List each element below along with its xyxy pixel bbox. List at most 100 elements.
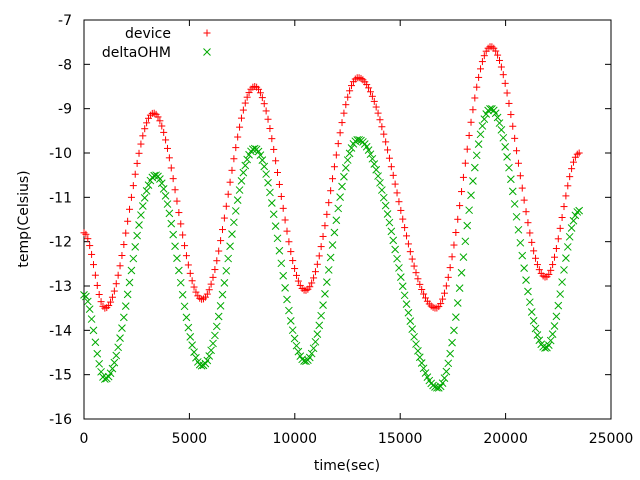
- point-deltaOHM: [290, 334, 299, 343]
- point-deltaOHM: [393, 254, 401, 263]
- point-deltaOHM: [355, 135, 363, 144]
- point-device: [366, 88, 374, 96]
- point-deltaOHM: [322, 278, 331, 286]
- point-device: [461, 159, 469, 167]
- point-device: [344, 93, 352, 101]
- point-deltaOHM: [493, 113, 502, 122]
- point-device: [556, 224, 564, 232]
- point-deltaOHM: [321, 290, 329, 298]
- legend-label: deltaOHM: [102, 45, 171, 61]
- point-deltaOHM: [465, 206, 473, 215]
- point-device: [127, 193, 135, 201]
- point-deltaOHM: [419, 364, 428, 373]
- point-deltaOHM: [396, 273, 405, 282]
- point-deltaOHM: [442, 367, 451, 376]
- point-device: [296, 281, 304, 289]
- point-device: [311, 268, 319, 276]
- point-device: [514, 159, 522, 167]
- point-deltaOHM: [404, 308, 413, 317]
- point-deltaOHM: [277, 259, 286, 268]
- point-deltaOHM: [525, 298, 534, 307]
- point-deltaOHM: [116, 334, 124, 342]
- point-device: [323, 210, 331, 218]
- point-device: [439, 295, 447, 303]
- point-deltaOHM: [450, 326, 458, 335]
- point-device: [182, 252, 190, 260]
- point-deltaOHM: [311, 337, 320, 346]
- point-deltaOHM: [273, 234, 282, 243]
- point-deltaOHM: [275, 246, 284, 255]
- point-deltaOHM: [315, 321, 324, 330]
- point-deltaOHM: [501, 142, 510, 151]
- point-deltaOHM: [366, 150, 375, 159]
- point-device: [376, 116, 384, 124]
- point-device: [327, 187, 335, 195]
- point-device: [118, 252, 126, 260]
- point-deltaOHM: [114, 343, 123, 352]
- point-deltaOHM: [478, 122, 487, 130]
- point-device: [545, 270, 553, 278]
- point-device: [403, 232, 411, 240]
- point-deltaOHM: [169, 230, 178, 239]
- point-device: [482, 47, 490, 55]
- point-device: [226, 178, 234, 186]
- point-deltaOHM: [474, 140, 483, 148]
- point-device: [80, 229, 88, 237]
- point-deltaOHM: [108, 364, 117, 373]
- point-deltaOHM: [121, 302, 130, 310]
- point-device: [97, 298, 105, 306]
- point-deltaOHM: [332, 216, 341, 225]
- point-deltaOHM: [220, 279, 229, 287]
- point-deltaOHM: [324, 266, 333, 274]
- point-deltaOHM: [87, 315, 96, 323]
- point-device: [365, 84, 373, 92]
- point-deltaOHM: [378, 186, 386, 194]
- point-deltaOHM: [518, 251, 527, 260]
- point-deltaOHM: [336, 193, 344, 201]
- point-device: [488, 43, 496, 51]
- point-device: [456, 202, 464, 210]
- point-deltaOHM: [281, 283, 289, 292]
- point-deltaOHM: [552, 312, 561, 321]
- point-device: [156, 117, 164, 125]
- point-device: [232, 144, 240, 152]
- point-deltaOHM: [165, 209, 174, 218]
- point-deltaOHM: [85, 305, 94, 313]
- point-device: [277, 192, 285, 200]
- point-deltaOHM: [319, 301, 327, 309]
- point-device: [93, 281, 101, 289]
- point-deltaOHM: [226, 242, 234, 251]
- point-device: [292, 271, 300, 279]
- point-device: [505, 99, 513, 107]
- point-device: [518, 184, 526, 192]
- point-device: [501, 79, 509, 87]
- point-deltaOHM: [129, 254, 138, 263]
- point-device: [145, 114, 153, 122]
- point-device: [516, 172, 524, 180]
- point-deltaOHM: [175, 266, 183, 275]
- point-deltaOHM: [305, 353, 314, 362]
- point-deltaOHM: [317, 311, 326, 320]
- point-deltaOHM: [461, 237, 470, 246]
- point-device: [213, 257, 221, 265]
- point-deltaOHM: [328, 241, 337, 249]
- point-deltaOHM: [408, 325, 417, 333]
- point-device: [568, 165, 576, 173]
- point-device: [239, 106, 247, 114]
- point-device: [190, 283, 198, 291]
- point-deltaOHM: [341, 164, 350, 172]
- point-deltaOHM: [256, 151, 265, 159]
- point-deltaOHM: [457, 268, 466, 277]
- point-deltaOHM: [205, 352, 214, 360]
- point-deltaOHM: [178, 290, 187, 299]
- point-deltaOHM: [527, 308, 536, 316]
- point-device: [357, 74, 365, 82]
- point-deltaOHM: [544, 341, 553, 349]
- point-device: [459, 173, 467, 181]
- point-deltaOHM: [387, 227, 396, 236]
- legend: device deltaOHM: [102, 26, 211, 61]
- point-device: [317, 243, 325, 251]
- point-device: [285, 238, 293, 246]
- point-deltaOHM: [415, 353, 424, 362]
- point-device: [448, 253, 456, 261]
